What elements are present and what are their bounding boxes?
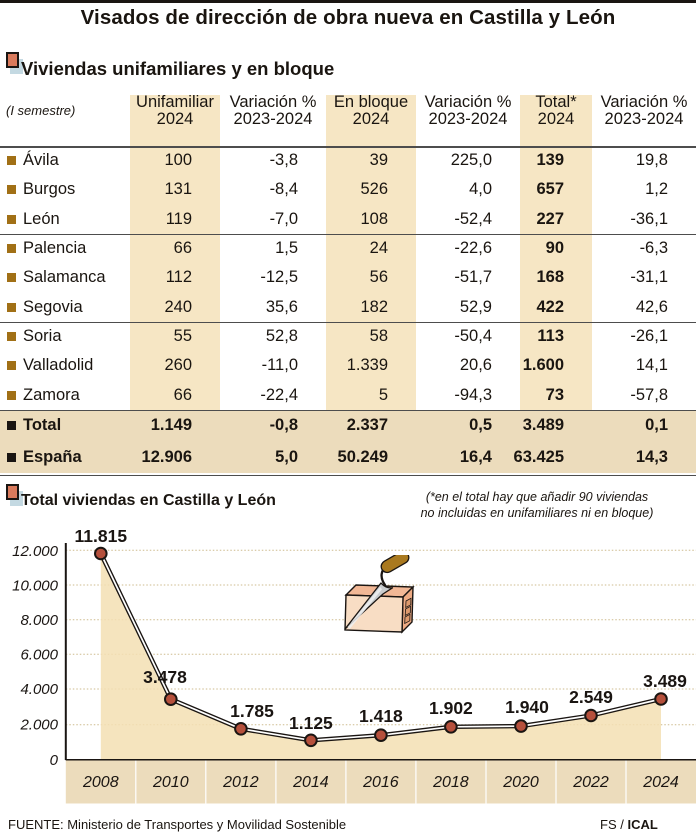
svg-text:10.000: 10.000 [12,578,59,595]
svg-text:8.000: 8.000 [20,612,58,629]
svg-text:3.478: 3.478 [143,667,187,687]
svg-text:1.785: 1.785 [230,701,274,721]
svg-text:3.489: 3.489 [643,671,687,691]
svg-text:1.902: 1.902 [429,698,473,718]
svg-text:11.815: 11.815 [75,526,128,546]
svg-text:2010: 2010 [152,774,189,791]
svg-text:0: 0 [50,752,59,769]
svg-text:2012: 2012 [222,774,259,791]
svg-text:1.125: 1.125 [289,713,333,733]
svg-text:6.000: 6.000 [20,647,58,664]
svg-text:1.940: 1.940 [505,697,549,717]
svg-text:1.418: 1.418 [359,706,403,726]
svg-text:2.549: 2.549 [569,687,613,707]
svg-text:2022: 2022 [572,774,609,791]
svg-text:2020: 2020 [502,774,539,791]
svg-text:2016: 2016 [362,774,399,791]
svg-text:2.000: 2.000 [19,717,58,734]
svg-text:2018: 2018 [432,774,469,791]
svg-text:4.000: 4.000 [20,681,58,698]
svg-text:2008: 2008 [82,774,119,791]
svg-text:2024: 2024 [642,774,679,791]
svg-text:2014: 2014 [292,774,329,791]
svg-text:12.000: 12.000 [12,543,59,560]
